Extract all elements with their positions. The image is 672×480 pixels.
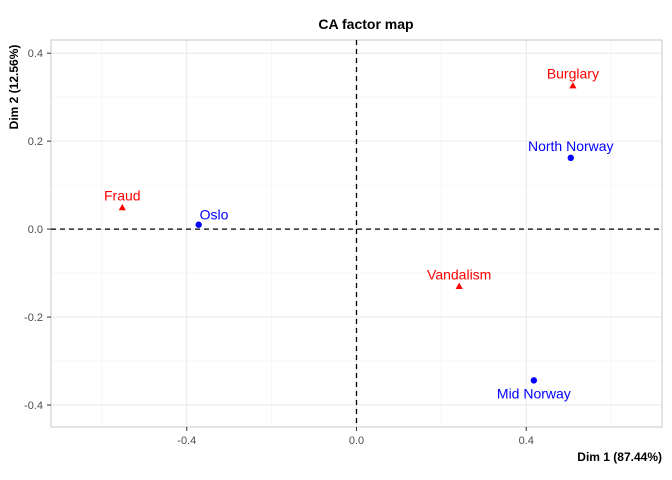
x-tick-label: -0.4 bbox=[177, 435, 196, 447]
point-label: Vandalism bbox=[427, 266, 491, 282]
y-tick-label: 0.0 bbox=[28, 224, 43, 236]
point-label: Burglary bbox=[547, 66, 599, 82]
y-tick-label: 0.4 bbox=[28, 48, 43, 60]
y-tick-label: -0.4 bbox=[24, 400, 43, 412]
point-label: Mid Norway bbox=[497, 385, 571, 401]
y-tick-label: -0.2 bbox=[24, 312, 43, 324]
row-point-marker bbox=[530, 377, 538, 384]
point-label: Oslo bbox=[200, 207, 229, 223]
y-axis-title: Dim 2 (12.56%) bbox=[7, 45, 21, 130]
point-label: North Norway bbox=[528, 138, 614, 154]
x-tick-label: 0.4 bbox=[519, 435, 534, 447]
row-point-marker bbox=[567, 154, 574, 162]
column-point-marker bbox=[118, 203, 126, 211]
point-label: Fraud bbox=[104, 188, 141, 204]
y-tick-label: 0.2 bbox=[28, 136, 43, 148]
plot-area: -0.4 0.0 0.4 -0.4 -0.2 0.0 0.2 0.4 North Norway O… bbox=[24, 39, 663, 447]
column-point-marker bbox=[455, 282, 463, 289]
x-axis-title: Dim 1 (87.44%) bbox=[577, 450, 662, 464]
column-point-marker bbox=[569, 82, 577, 89]
row-point-marker bbox=[195, 221, 202, 228]
chart-title: CA factor map bbox=[318, 16, 413, 32]
x-tick-label: 0.0 bbox=[349, 435, 364, 447]
